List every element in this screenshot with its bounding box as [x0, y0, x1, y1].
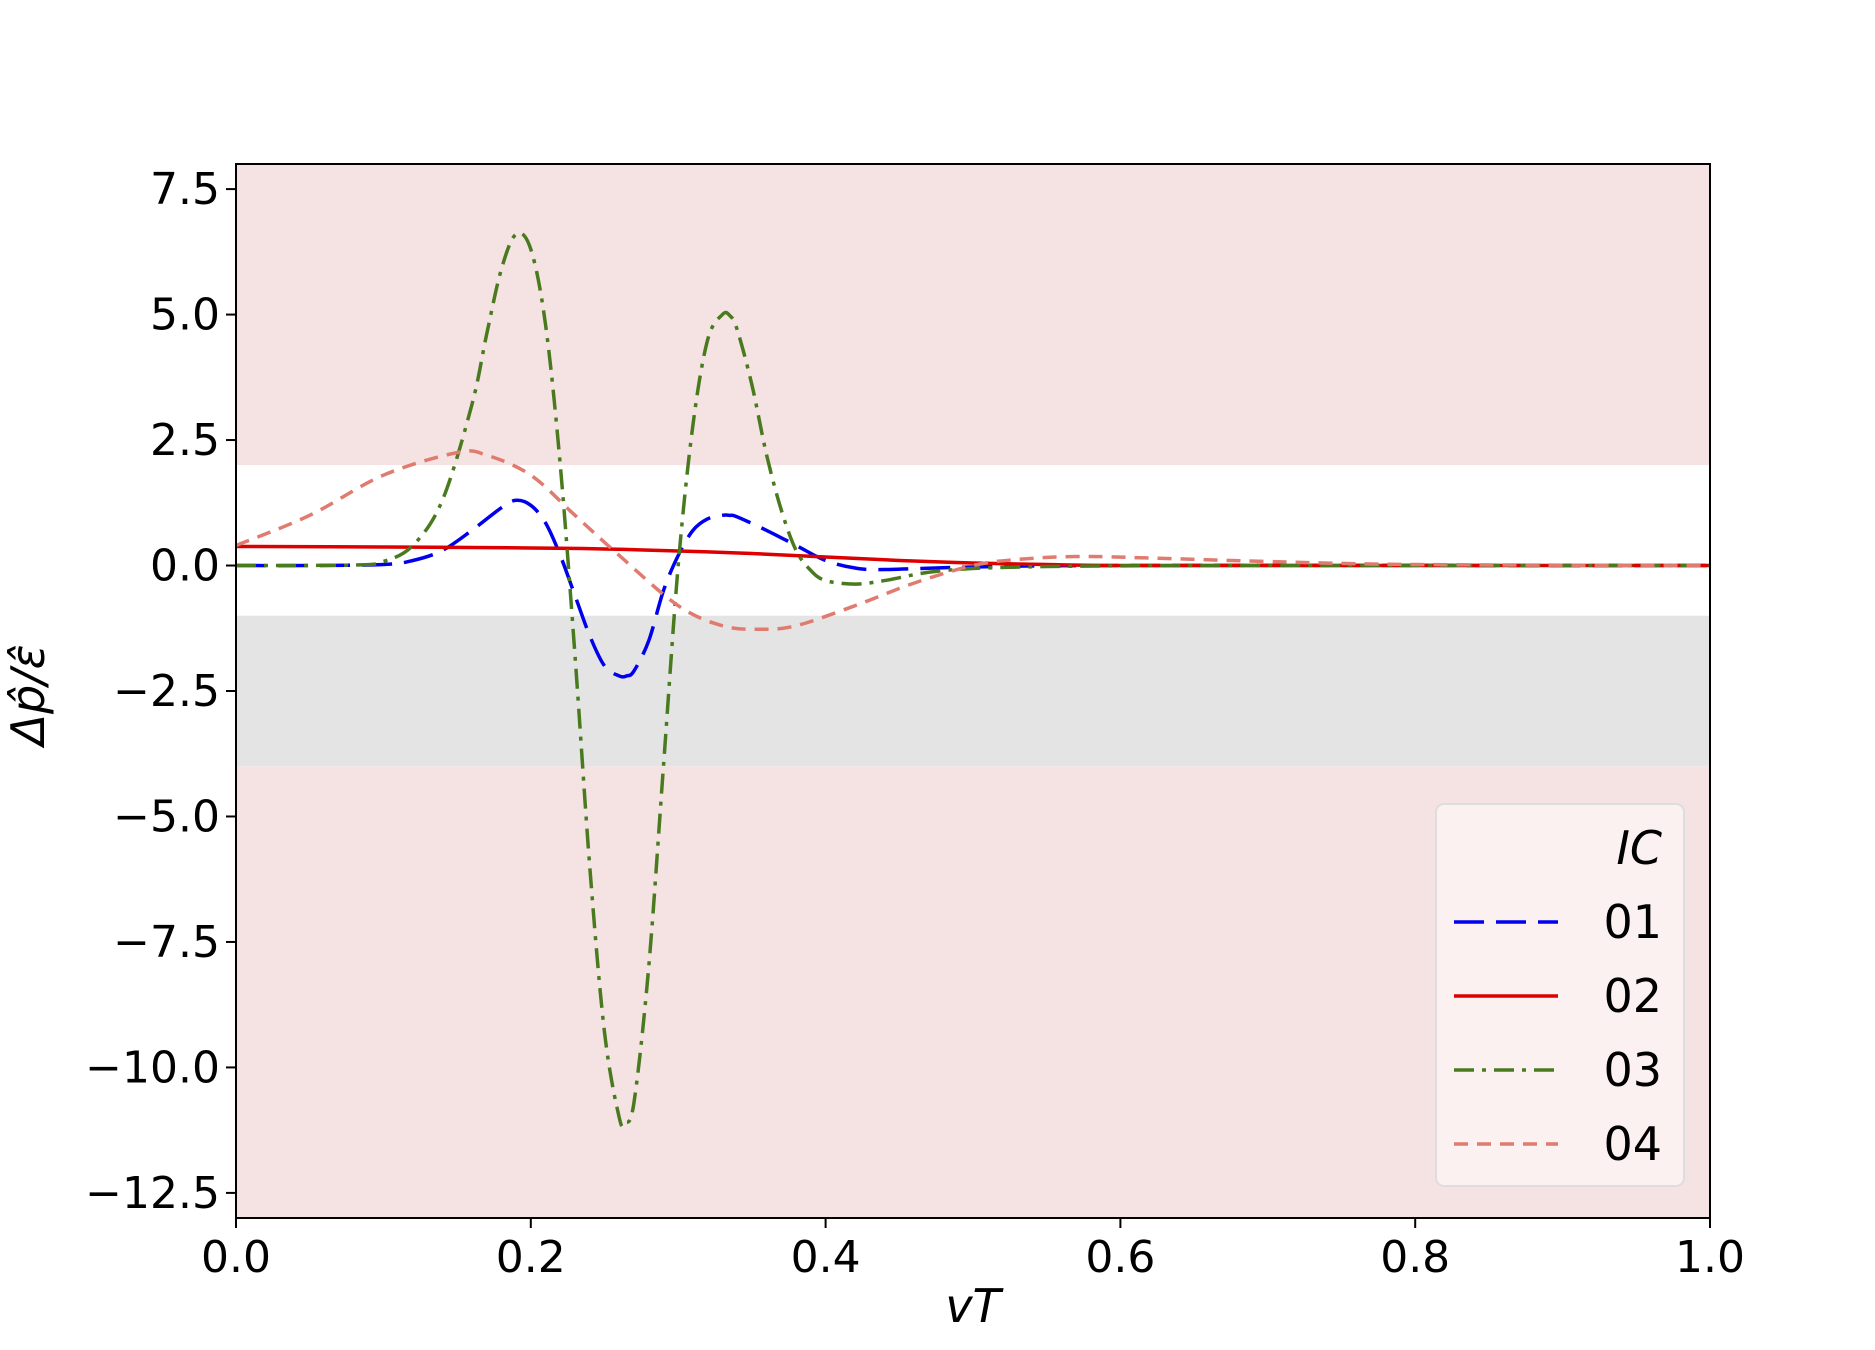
y-tick-label: −2.5: [113, 666, 220, 717]
series-line-01: [235, 498, 1711, 679]
y-axis-label: Δp̂/ε̂: [1, 644, 55, 748]
x-tick-label: 0.8: [1380, 1232, 1450, 1283]
x-axis-label: vT: [945, 1279, 1004, 1333]
x-axis: 0.0 0.2 0.4 0.6 0.8 1.0: [201, 1218, 1745, 1283]
y-tick-label: 7.5: [150, 164, 220, 215]
y-axis: 7.5 5.0 2.5 0.0 −2.5 −5.0 −7.5 −10.0 −12.5: [85, 164, 236, 1219]
series-line-03: [235, 231, 1711, 1129]
y-tick-label: −12.5: [85, 1168, 220, 1219]
x-tick-label: 0.2: [496, 1232, 566, 1283]
x-tick-label: 1.0: [1675, 1232, 1745, 1283]
y-tick-label: −7.5: [113, 917, 220, 968]
legend-title: IC: [1616, 821, 1662, 875]
legend-label-02: 02: [1603, 969, 1662, 1023]
x-tick-label: 0.6: [1085, 1232, 1155, 1283]
legend-label-01: 01: [1603, 895, 1662, 949]
band-2: [236, 615, 1710, 767]
legend-label-03: 03: [1603, 1043, 1662, 1097]
series-layer: [235, 231, 1711, 1129]
y-tick-label: 0.0: [150, 541, 220, 592]
series-line-04: [235, 449, 1711, 632]
band-0: [236, 164, 1710, 466]
band-1: [236, 465, 1710, 616]
y-tick-label: 5.0: [150, 290, 220, 341]
x-tick-label: 0.0: [201, 1232, 271, 1283]
y-tick-label: 2.5: [150, 415, 220, 466]
y-tick-label: −10.0: [85, 1042, 220, 1093]
legend-label-04: 04: [1603, 1117, 1662, 1171]
legend-box: [1435, 803, 1685, 1187]
y-tick-label: −5.0: [113, 791, 220, 842]
legend: IC 01 02 03 04: [1435, 803, 1685, 1187]
x-tick-label: 0.4: [791, 1232, 861, 1283]
